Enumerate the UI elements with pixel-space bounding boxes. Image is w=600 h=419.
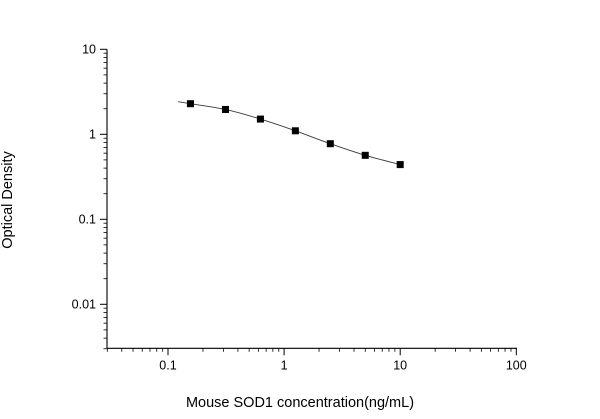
svg-text:0.01: 0.01 <box>72 297 96 311</box>
svg-text:1: 1 <box>89 127 96 141</box>
svg-text:100: 100 <box>506 358 527 372</box>
svg-text:10: 10 <box>82 42 96 56</box>
svg-text:10: 10 <box>393 358 407 372</box>
svg-text:0.1: 0.1 <box>79 212 96 226</box>
svg-text:1: 1 <box>281 358 288 372</box>
svg-text:0.1: 0.1 <box>159 358 176 372</box>
